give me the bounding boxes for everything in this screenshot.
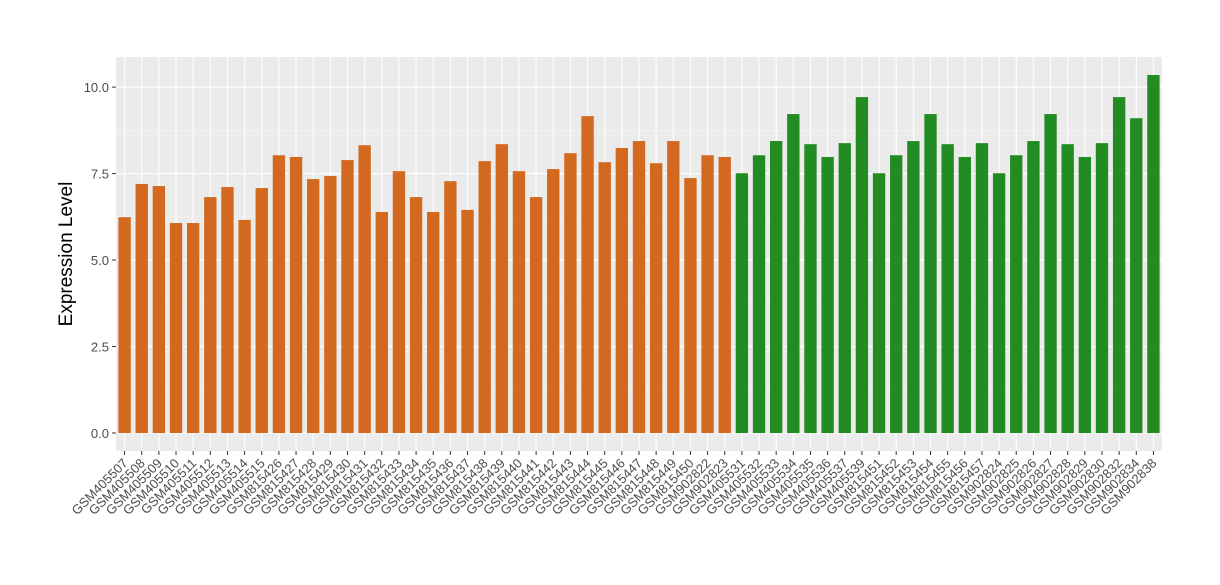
bar-GSM815437 [461,209,474,434]
bar-GSM815430 [341,160,354,434]
bar-GSM405510 [169,223,183,434]
bar-GSM405533 [770,141,783,434]
bar-GSM815451 [872,173,886,434]
bar-GSM405535 [804,144,817,434]
bar-GSM902830 [1095,143,1109,434]
bar-GSM405531 [735,173,749,434]
bar-GSM405534 [787,114,800,434]
bar-GSM405537 [838,143,851,434]
bar-GSM405539 [855,97,869,434]
bar-GSM902829 [1078,156,1092,434]
bar-GSM815435 [427,211,440,434]
bar-GSM815439 [495,144,508,434]
bar-GSM815426 [272,155,286,434]
y-axis: 0.0 2.5 5.0 7.5 10.0 [84,80,116,441]
bar-GSM815446 [615,147,629,434]
bar-GSM405507 [118,217,131,434]
bar-GSM902822 [701,155,714,434]
bar-GSM405532 [752,155,766,434]
bar-GSM405515 [255,188,268,434]
bar-GSM902825 [1010,155,1023,434]
bar-GSM902832 [1112,97,1126,434]
bar-GSM815447 [632,141,646,434]
bar-GSM815454 [924,114,937,434]
bar-GSM815428 [307,179,320,434]
bar-GSM405512 [204,197,217,434]
bar-GSM405514 [238,219,251,434]
bar-GSM405508 [135,183,148,434]
y-axis-label: Expression Level [56,182,77,327]
y-tick-label: 2.5 [91,340,109,355]
y-tick-label: 0.0 [91,426,109,441]
bar-GSM815453 [907,141,920,434]
bar-GSM815442 [547,169,560,434]
bar-GSM902826 [1027,141,1040,434]
bar-GSM815436 [444,181,457,434]
bar-GSM902834 [1130,118,1143,434]
bar-GSM815438 [478,161,491,434]
bar-GSM405513 [221,187,234,434]
bar-GSM815449 [667,141,680,434]
bar-GSM902824 [992,173,1006,434]
bar-GSM815455 [941,144,954,434]
y-tick-label: 10.0 [84,80,109,95]
bar-GSM815457 [975,143,989,434]
x-axis: GSM405507GSM405508GSM405509GSM405510GSM4… [68,451,1160,518]
bar-GSM815445 [598,162,611,434]
bar-GSM405509 [152,186,166,434]
bars [118,74,1160,434]
bar-GSM815444 [581,116,594,434]
bar-GSM902823 [718,156,731,434]
bar-GSM815434 [409,197,423,434]
bar-GSM815441 [529,197,543,434]
y-tick-label: 5.0 [91,253,109,268]
bar-GSM815427 [289,156,303,434]
bar-GSM902827 [1044,114,1057,434]
bar-GSM815452 [890,155,903,434]
bar-GSM815431 [358,145,371,434]
bar-GSM815443 [564,153,577,434]
bar-GSM815429 [324,175,337,434]
bar-GSM815456 [958,156,971,434]
bar-GSM902828 [1061,144,1074,434]
bar-GSM815433 [392,171,406,434]
bar-GSM405536 [821,156,834,434]
bar-GSM815440 [512,171,526,434]
bar-GSM815448 [649,163,663,434]
bar-GSM815432 [375,211,388,434]
y-tick-label: 7.5 [91,167,109,182]
bar-GSM815450 [684,178,697,434]
bar-GSM902838 [1147,74,1160,434]
bar-GSM405511 [186,223,200,434]
